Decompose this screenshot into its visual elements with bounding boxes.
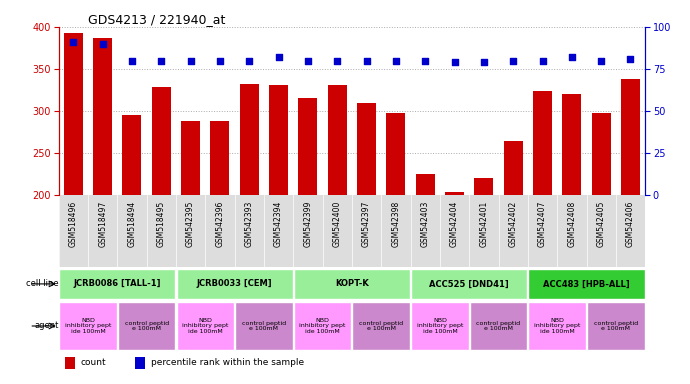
Text: GSM542395: GSM542395 xyxy=(186,201,195,247)
Bar xyxy=(181,121,200,195)
Text: GSM542399: GSM542399 xyxy=(304,201,313,247)
Text: GSM542408: GSM542408 xyxy=(567,201,576,247)
Text: GSM518497: GSM518497 xyxy=(98,201,107,247)
Bar xyxy=(239,84,259,195)
Point xyxy=(537,58,548,64)
Point xyxy=(566,54,578,60)
Text: control peptid
e 100mM: control peptid e 100mM xyxy=(125,321,168,331)
Bar xyxy=(591,113,611,195)
Text: GSM542407: GSM542407 xyxy=(538,201,547,247)
Text: NBD
inhibitory pept
ide 100mM: NBD inhibitory pept ide 100mM xyxy=(534,318,580,334)
Point xyxy=(273,54,284,60)
Point xyxy=(332,58,343,64)
Point xyxy=(156,58,167,64)
Bar xyxy=(415,174,435,195)
Text: GSM518494: GSM518494 xyxy=(128,201,137,247)
Point xyxy=(126,58,137,64)
Text: NBD
inhibitory pept
ide 100mM: NBD inhibitory pept ide 100mM xyxy=(417,318,463,334)
Point xyxy=(68,39,79,45)
Text: NBD
inhibitory pept
ide 100mM: NBD inhibitory pept ide 100mM xyxy=(65,318,111,334)
Bar xyxy=(470,302,527,350)
Bar xyxy=(152,88,171,195)
Point xyxy=(391,58,402,64)
Bar xyxy=(65,357,75,369)
Text: GSM542397: GSM542397 xyxy=(362,201,371,247)
Text: control peptid
e 100mM: control peptid e 100mM xyxy=(477,321,520,331)
Bar xyxy=(474,177,493,195)
Bar xyxy=(135,357,146,369)
Bar xyxy=(59,302,117,350)
Bar xyxy=(210,121,230,195)
Text: GSM542400: GSM542400 xyxy=(333,201,342,247)
Bar xyxy=(118,302,175,350)
Point xyxy=(302,58,313,64)
Point xyxy=(420,58,431,64)
Point xyxy=(185,58,196,64)
Bar xyxy=(294,302,351,350)
Point xyxy=(215,58,226,64)
Text: control peptid
e 100mM: control peptid e 100mM xyxy=(594,321,638,331)
Bar xyxy=(93,38,112,195)
Text: NBD
inhibitory pept
ide 100mM: NBD inhibitory pept ide 100mM xyxy=(299,318,346,334)
Text: GSM542401: GSM542401 xyxy=(480,201,489,247)
Point xyxy=(508,58,519,64)
Bar xyxy=(294,269,410,299)
Bar xyxy=(562,94,582,195)
Bar xyxy=(353,302,410,350)
Text: GSM542404: GSM542404 xyxy=(450,201,459,247)
Bar xyxy=(63,33,83,195)
Text: GSM542393: GSM542393 xyxy=(245,201,254,247)
Text: JCRB0033 [CEM]: JCRB0033 [CEM] xyxy=(197,280,273,288)
Text: GSM542402: GSM542402 xyxy=(509,201,518,247)
Bar xyxy=(298,98,317,195)
Bar xyxy=(328,85,347,195)
Point xyxy=(478,59,489,65)
Bar xyxy=(386,113,406,195)
Text: GSM542406: GSM542406 xyxy=(626,201,635,247)
Text: cell line: cell line xyxy=(26,280,59,288)
Text: count: count xyxy=(80,359,106,367)
Point xyxy=(244,58,255,64)
Text: NBD
inhibitory pept
ide 100mM: NBD inhibitory pept ide 100mM xyxy=(182,318,228,334)
Text: ACC483 [HPB-ALL]: ACC483 [HPB-ALL] xyxy=(543,280,630,288)
Text: GSM518495: GSM518495 xyxy=(157,201,166,247)
Bar xyxy=(177,302,234,350)
Text: GSM542403: GSM542403 xyxy=(421,201,430,247)
Bar xyxy=(529,302,586,350)
Bar xyxy=(587,302,644,350)
Text: percentile rank within the sample: percentile rank within the sample xyxy=(150,359,304,367)
Bar xyxy=(411,269,527,299)
Text: GSM542398: GSM542398 xyxy=(391,201,400,247)
Text: GSM542405: GSM542405 xyxy=(597,201,606,247)
Text: control peptid
e 100mM: control peptid e 100mM xyxy=(359,321,403,331)
Bar xyxy=(411,302,469,350)
Point xyxy=(97,41,108,47)
Bar xyxy=(621,79,640,195)
Bar xyxy=(529,269,644,299)
Text: control peptid
e 100mM: control peptid e 100mM xyxy=(242,321,286,331)
Text: GSM542396: GSM542396 xyxy=(215,201,224,247)
Text: GSM542394: GSM542394 xyxy=(274,201,283,247)
Point xyxy=(449,59,460,65)
Point xyxy=(361,58,372,64)
Text: GSM518496: GSM518496 xyxy=(69,201,78,247)
Bar xyxy=(177,269,293,299)
Bar xyxy=(269,85,288,195)
Bar xyxy=(122,115,141,195)
Point xyxy=(595,58,607,64)
Text: GDS4213 / 221940_at: GDS4213 / 221940_at xyxy=(88,13,226,26)
Text: ACC525 [DND41]: ACC525 [DND41] xyxy=(429,280,509,288)
Bar xyxy=(357,103,376,195)
Bar xyxy=(445,192,464,195)
Text: JCRB0086 [TALL-1]: JCRB0086 [TALL-1] xyxy=(74,280,161,288)
Bar xyxy=(533,91,552,195)
Point xyxy=(625,56,636,62)
Bar xyxy=(59,269,175,299)
Bar xyxy=(235,302,293,350)
Text: agent: agent xyxy=(34,321,59,331)
Bar xyxy=(504,141,523,195)
Text: KOPT-K: KOPT-K xyxy=(335,280,368,288)
